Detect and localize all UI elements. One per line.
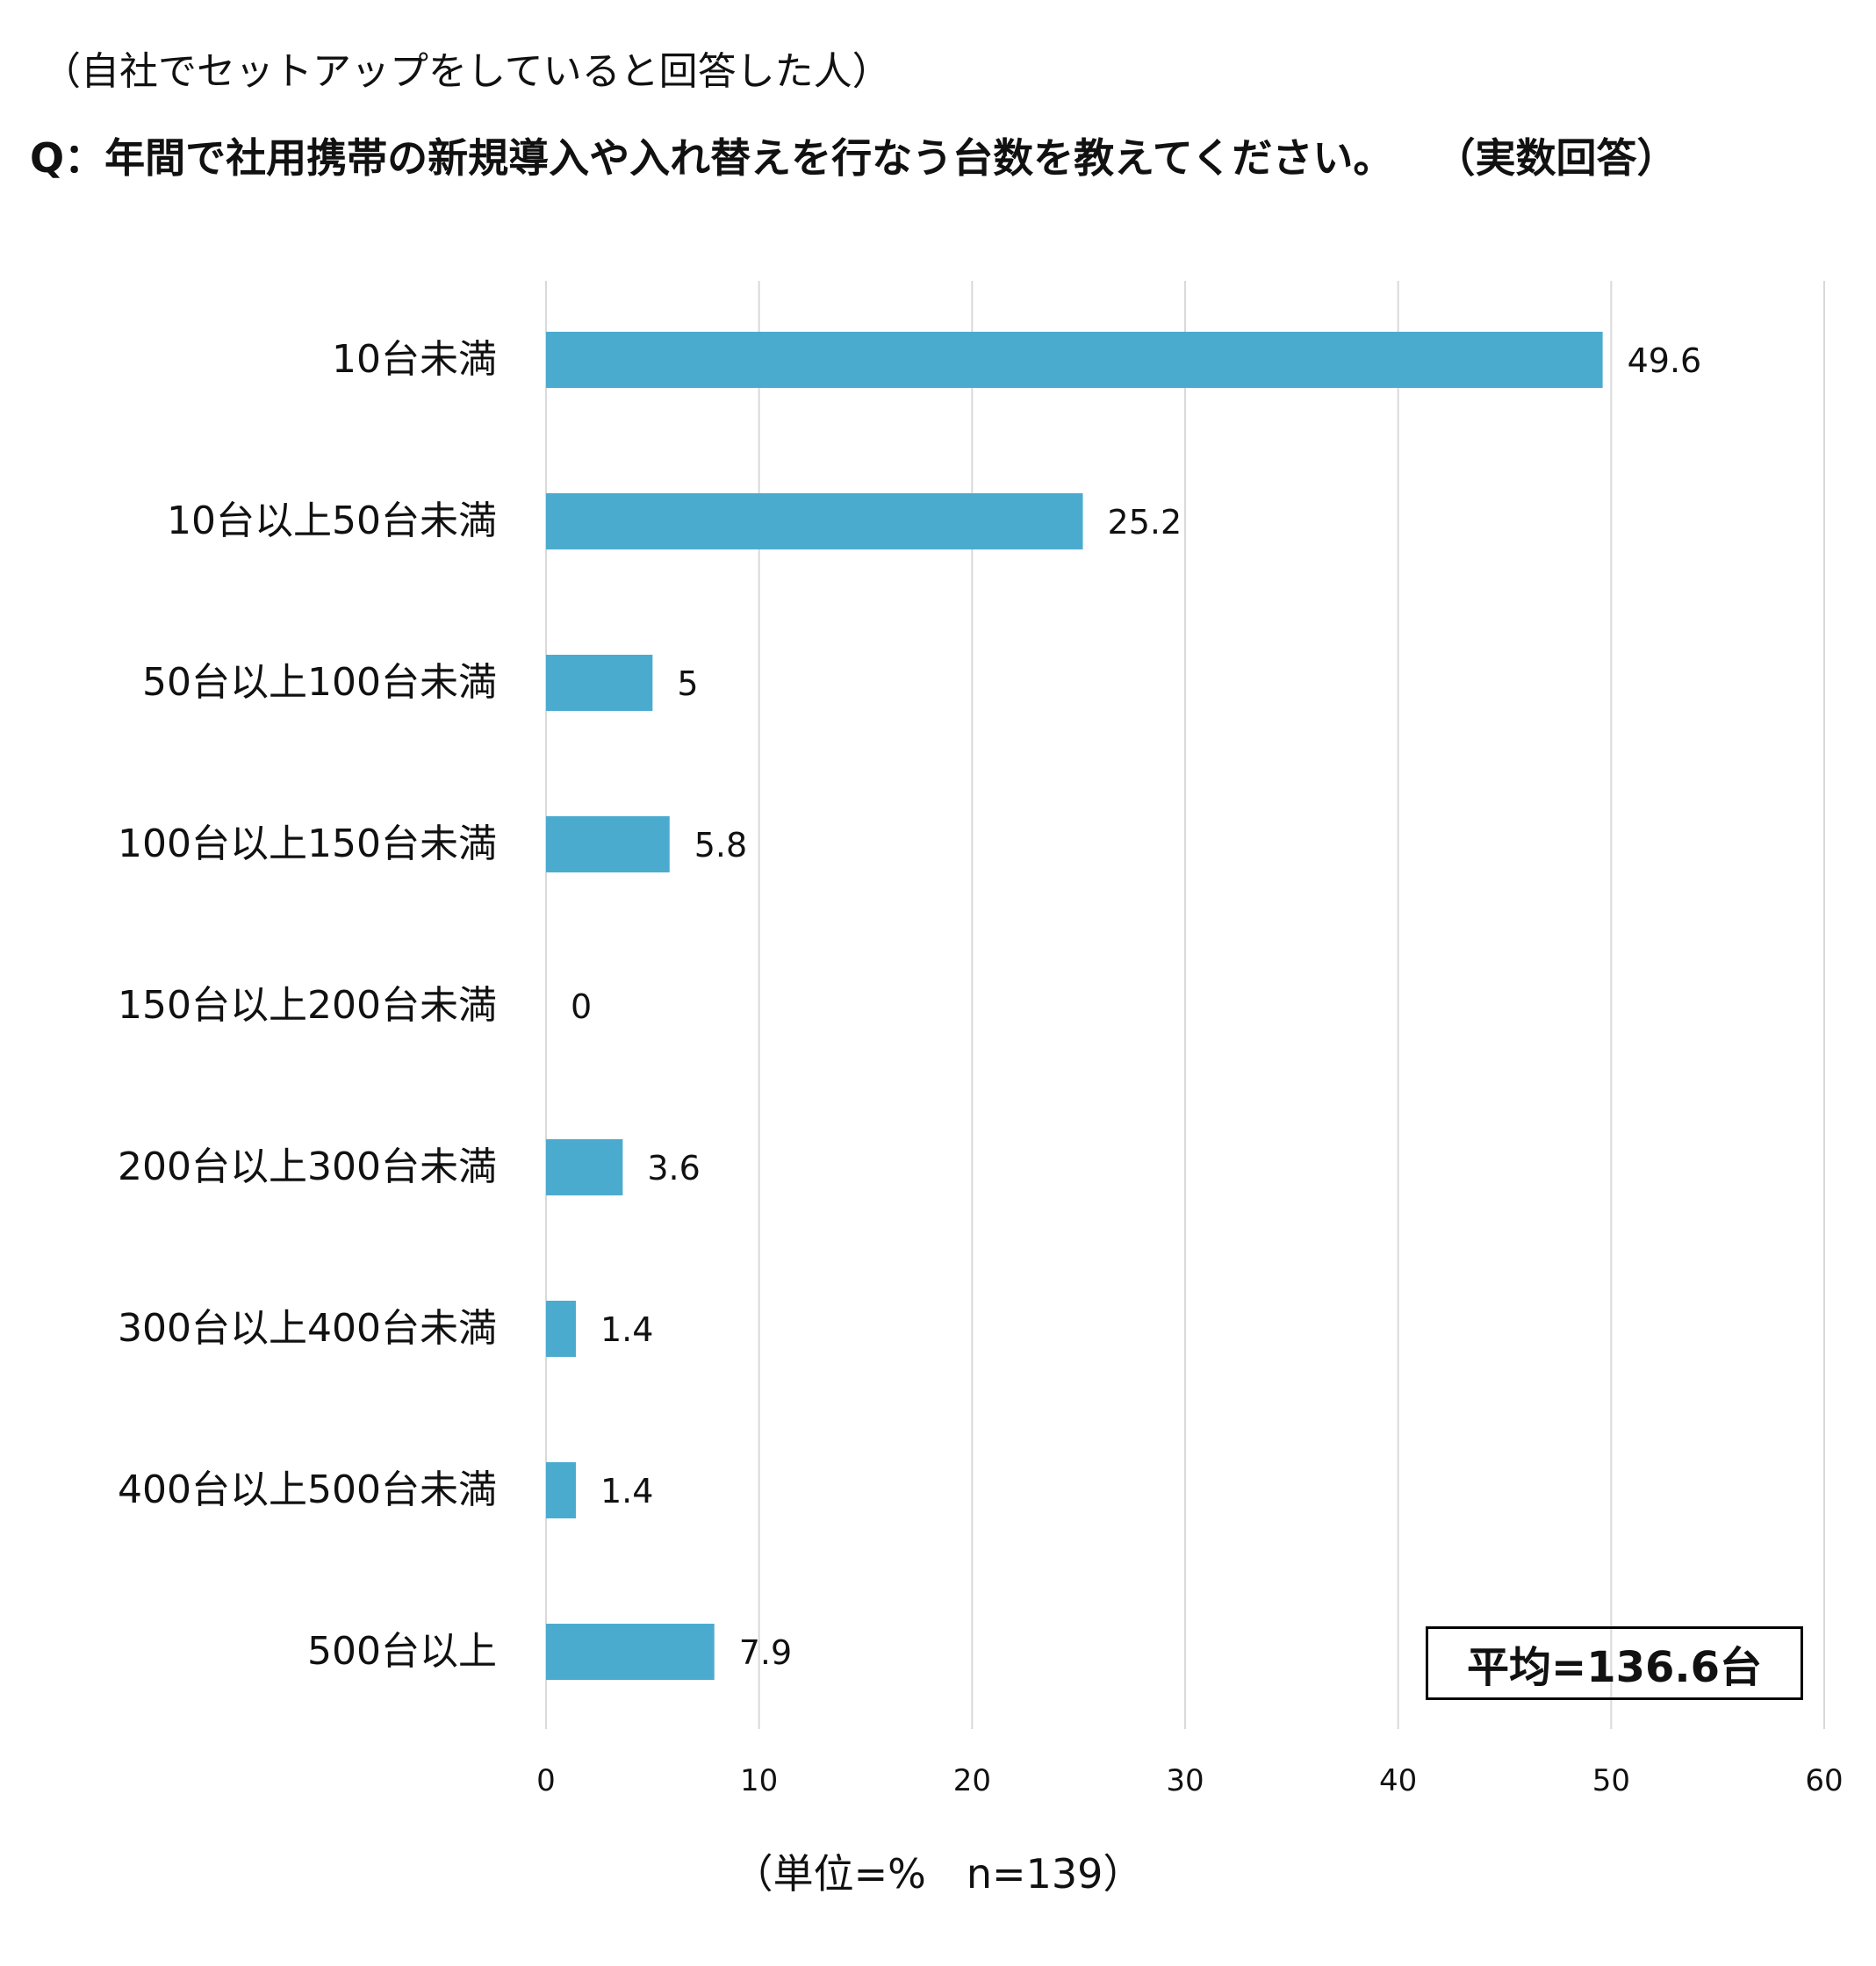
x-tick-label: 0 xyxy=(536,1763,556,1798)
value-label: 25.2 xyxy=(1108,503,1182,542)
average-box: 平均=136.6台 xyxy=(1426,1626,1803,1700)
category-label: 10台未満 xyxy=(332,337,497,382)
value-label: 5.8 xyxy=(694,826,747,865)
bar xyxy=(546,816,670,872)
bar xyxy=(546,655,653,711)
bar xyxy=(546,1301,576,1357)
question-title: Q：年間で社用携帯の新規導入や入れ替えを行なう台数を教えてください。 （実数回答） xyxy=(30,130,1677,186)
average-label: 平均=136.6台 xyxy=(1466,1643,1763,1692)
question-text: Q：年間で社用携帯の新規導入や入れ替えを行なう台数を教えてください。 xyxy=(30,134,1394,182)
bar xyxy=(546,1139,623,1195)
x-tick-label: 60 xyxy=(1805,1763,1843,1798)
x-tick-label: 10 xyxy=(740,1763,778,1798)
bar xyxy=(546,1624,715,1680)
category-label: 300台以上400台未満 xyxy=(118,1306,497,1351)
bar xyxy=(546,332,1603,388)
category-label: 500台以上 xyxy=(307,1629,497,1674)
category-label: 100台以上150台未満 xyxy=(118,822,497,866)
value-label: 1.4 xyxy=(600,1472,653,1510)
category-label: 200台以上300台未満 xyxy=(118,1144,497,1189)
x-tick-label: 40 xyxy=(1379,1763,1417,1798)
category-label: 50台以上100台未満 xyxy=(142,660,497,705)
question-note: （実数回答） xyxy=(1455,134,1678,182)
value-label: 1.4 xyxy=(600,1310,653,1349)
value-label: 7.9 xyxy=(739,1633,792,1672)
category-label: 400台以上500台未満 xyxy=(118,1467,497,1512)
category-label: 150台以上200台未満 xyxy=(118,983,497,1028)
x-tick-label: 30 xyxy=(1166,1763,1204,1798)
x-tick-label: 20 xyxy=(953,1763,991,1798)
bar xyxy=(546,1462,576,1518)
chart-subtitle: （自社でセットアップをしていると回答した人） xyxy=(42,49,891,94)
value-label: 49.6 xyxy=(1628,341,1702,380)
category-label: 10台以上50台未満 xyxy=(167,499,497,543)
value-label: 3.6 xyxy=(647,1149,700,1187)
value-label: 0 xyxy=(571,987,592,1026)
unit-footnote: （単位=% n=139） xyxy=(732,1850,1144,1898)
x-tick-label: 50 xyxy=(1592,1763,1630,1798)
bar xyxy=(546,493,1083,549)
value-label: 5 xyxy=(677,664,698,703)
bars xyxy=(546,332,1603,1680)
